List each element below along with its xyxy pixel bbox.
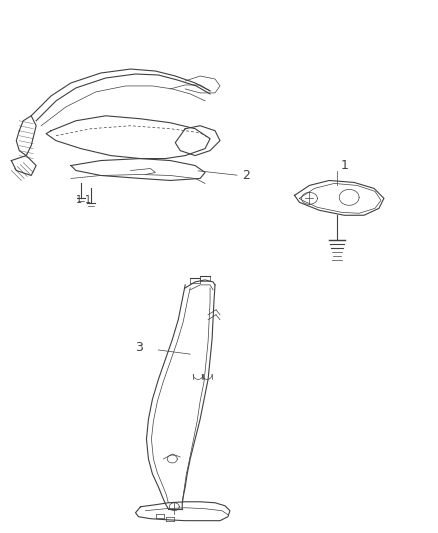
Text: 1: 1	[85, 195, 91, 205]
Text: 3: 3	[135, 341, 143, 354]
Text: 1: 1	[340, 159, 348, 172]
Text: 1: 1	[76, 195, 82, 205]
Text: 2: 2	[242, 169, 250, 182]
